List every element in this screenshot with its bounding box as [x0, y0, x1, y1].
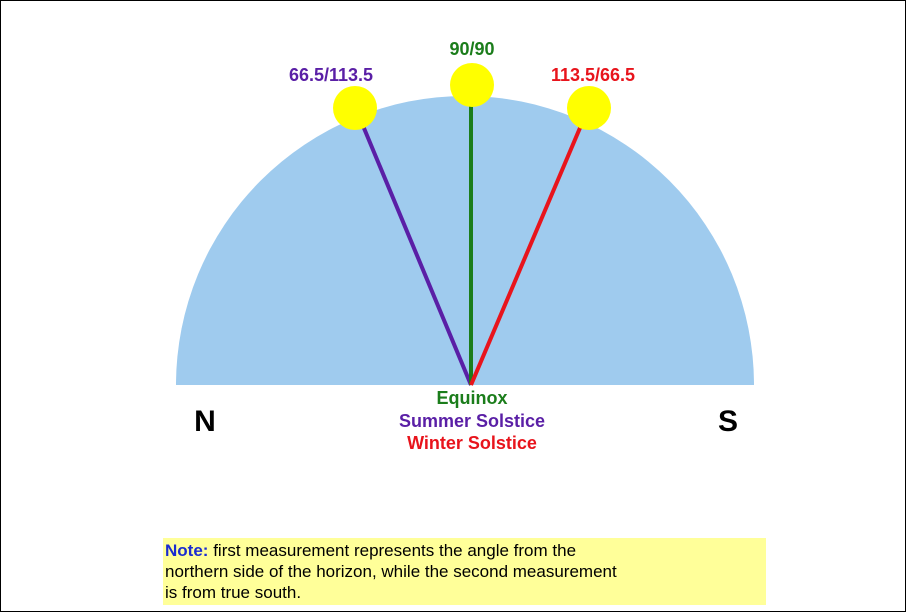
- angle-label: 113.5/66.5: [551, 65, 635, 85]
- sun: [567, 86, 611, 130]
- angle-label: 66.5/113.5: [289, 65, 373, 85]
- sun: [450, 63, 494, 107]
- legend-label: Winter Solstice: [407, 433, 537, 453]
- legend-label: Summer Solstice: [399, 411, 545, 431]
- note-heading: Note:: [165, 541, 209, 560]
- note-box: Note: first measurement represents the a…: [163, 538, 766, 605]
- angle-label: 90/90: [449, 39, 494, 59]
- south-label: S: [718, 405, 738, 438]
- note-text: first measurement represents the angle f…: [213, 541, 577, 560]
- legend-label: Equinox: [437, 388, 508, 408]
- winter-ray: [469, 108, 590, 386]
- north-label: N: [194, 405, 216, 438]
- sky-dome: [176, 96, 754, 385]
- sun: [333, 86, 377, 130]
- note-text: is from true south.: [165, 583, 302, 602]
- note-text: northern side of the horizon, while the …: [165, 562, 617, 581]
- summer-ray: [354, 108, 473, 386]
